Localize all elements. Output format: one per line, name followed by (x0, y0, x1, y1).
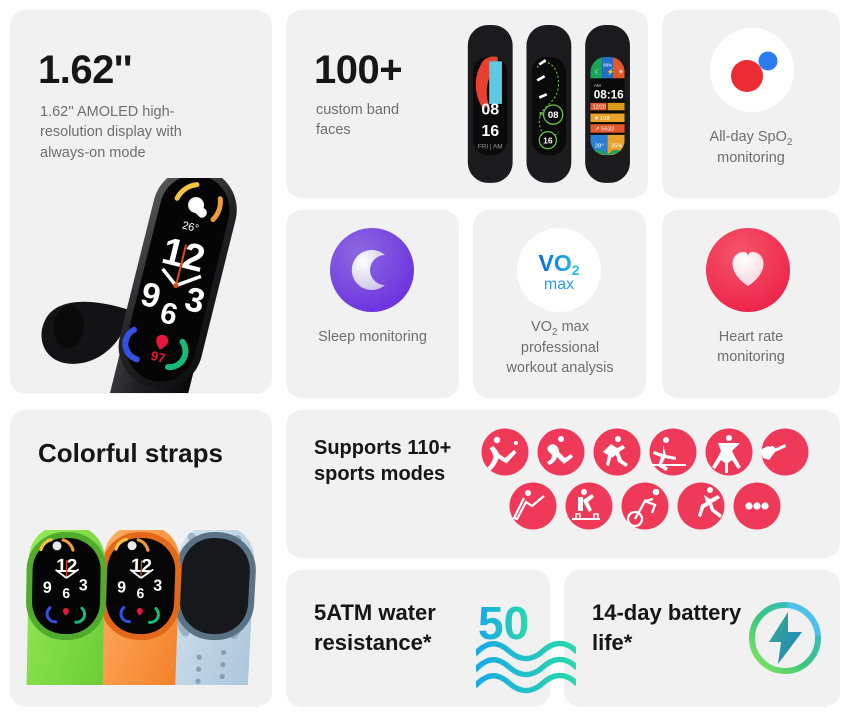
svg-text:☾: ☾ (595, 69, 601, 76)
svg-text:✳: ✳ (618, 69, 623, 76)
svg-text:↗ 5632: ↗ 5632 (595, 127, 615, 133)
svg-text:⚡: ⚡ (607, 68, 615, 76)
svg-text:9: 9 (117, 579, 127, 596)
svg-text:6: 6 (136, 585, 145, 601)
svg-text:35%: 35% (611, 144, 623, 150)
svg-text:16: 16 (481, 123, 499, 140)
svg-text:28°: 28° (595, 144, 604, 150)
svg-text:FRI | AM: FRI | AM (478, 144, 503, 151)
svg-text:9: 9 (43, 580, 52, 597)
svg-text:98%: 98% (603, 63, 612, 68)
svg-text:50: 50 (478, 597, 529, 649)
svg-text:08: 08 (548, 110, 559, 121)
svg-text:16: 16 (543, 135, 553, 145)
svg-text:♥ 108: ♥ 108 (595, 116, 610, 122)
svg-text:3: 3 (153, 577, 163, 594)
svg-text:08: 08 (481, 102, 499, 119)
svg-text:3: 3 (79, 577, 88, 594)
svg-text:08:16: 08:16 (594, 89, 624, 102)
svg-text:max: max (544, 276, 574, 293)
svg-text:6: 6 (62, 585, 70, 601)
svg-text:12/20: 12/20 (593, 105, 606, 111)
